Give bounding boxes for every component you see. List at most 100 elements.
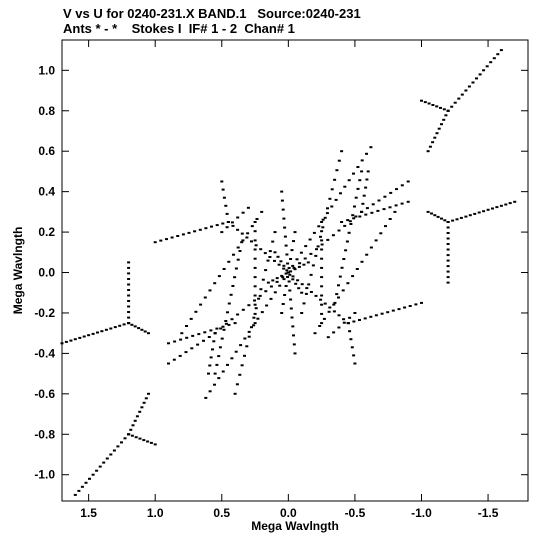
uv-point xyxy=(250,240,253,243)
uv-point xyxy=(331,234,335,237)
uv-point xyxy=(313,332,317,335)
uv-point xyxy=(286,276,290,278)
uv-point xyxy=(302,302,306,305)
uv-point xyxy=(215,363,219,366)
uv-point xyxy=(250,225,254,228)
uv-point xyxy=(332,303,336,306)
uv-point xyxy=(354,215,358,218)
uv-point xyxy=(352,354,356,357)
uv-point xyxy=(335,169,339,172)
uv-point xyxy=(435,105,439,108)
uv-point xyxy=(280,274,284,277)
uv-point xyxy=(374,314,378,317)
uv-point xyxy=(446,237,450,240)
uv-point xyxy=(360,170,364,173)
uv-point xyxy=(134,436,138,439)
uv-point xyxy=(307,283,311,286)
uv-point xyxy=(133,419,137,422)
uv-point xyxy=(369,246,373,249)
uv-point xyxy=(73,338,77,341)
uv-point xyxy=(91,332,95,335)
uv-point xyxy=(219,327,223,330)
chart-title: V vs U for 0240-231.X BAND.1 Source:0240… xyxy=(63,6,361,21)
x-tick-label: -0.5 xyxy=(345,506,366,520)
uv-point xyxy=(453,101,457,104)
uv-point xyxy=(230,221,234,224)
uv-point xyxy=(236,258,240,261)
uv-point xyxy=(245,345,249,348)
uv-point xyxy=(351,214,355,217)
uv-point xyxy=(235,383,239,386)
uv-point xyxy=(253,299,256,302)
uv-point xyxy=(122,323,126,326)
uv-point xyxy=(443,219,447,222)
uv-point xyxy=(388,206,392,209)
uv-point xyxy=(230,357,234,360)
uv-point xyxy=(433,214,437,217)
uv-point xyxy=(371,203,375,206)
uv-point xyxy=(153,241,157,244)
x-axis-title: Mega Wavlngth xyxy=(251,519,339,533)
uv-point xyxy=(298,262,302,265)
uv-point xyxy=(247,335,251,338)
uv-point xyxy=(406,200,410,203)
uv-point xyxy=(308,238,312,241)
uv-point xyxy=(290,316,294,319)
uv-point xyxy=(406,180,410,183)
uv-point xyxy=(323,216,327,219)
uv-point xyxy=(233,322,237,325)
uv-point xyxy=(234,350,238,353)
uv-point xyxy=(393,210,397,213)
uv-point xyxy=(266,259,270,262)
uv-point xyxy=(451,219,455,222)
uv-point xyxy=(345,240,349,243)
uv-point xyxy=(140,328,144,331)
uv-point xyxy=(292,343,296,346)
uv-point xyxy=(340,266,344,269)
uv-point xyxy=(285,253,289,256)
uv-point xyxy=(347,179,351,182)
uv-point xyxy=(116,445,120,448)
uv-point xyxy=(482,69,486,72)
uv-point xyxy=(208,364,212,367)
uv-point xyxy=(209,329,213,332)
uv-point xyxy=(304,245,308,248)
uv-point xyxy=(286,271,290,274)
uv-point xyxy=(142,401,146,404)
uv-point xyxy=(102,461,106,464)
uv-point xyxy=(208,390,212,393)
uv-point xyxy=(243,337,247,340)
uv-point xyxy=(430,212,433,215)
uv-point xyxy=(238,373,242,376)
uv-point xyxy=(320,257,324,260)
uv-point xyxy=(337,326,341,329)
uv-point xyxy=(253,276,257,279)
uv-point xyxy=(225,212,229,215)
uv-point xyxy=(127,283,131,286)
uv-point xyxy=(273,231,277,234)
uv-point xyxy=(221,325,225,328)
uv-point xyxy=(130,323,134,326)
uv-point xyxy=(153,443,157,446)
uv-point xyxy=(213,372,217,375)
uv-point xyxy=(127,300,131,302)
uv-point xyxy=(292,334,295,337)
uv-point xyxy=(291,325,295,328)
uv-point xyxy=(343,185,347,188)
uv-point xyxy=(191,334,195,337)
uv-point xyxy=(431,141,435,144)
uv-point xyxy=(337,296,340,299)
x-tick-label: 1.5 xyxy=(80,506,97,520)
uv-point xyxy=(340,150,344,153)
uv-point xyxy=(109,453,113,456)
uv-point xyxy=(446,109,450,112)
uv-point xyxy=(204,396,208,399)
plot-frame xyxy=(61,39,529,502)
uv-point xyxy=(309,291,313,293)
uv-point xyxy=(252,316,256,319)
uv-point xyxy=(88,477,91,480)
uv-point xyxy=(374,239,378,242)
uv-point xyxy=(84,481,88,484)
y-tick-label: -0.6 xyxy=(34,387,55,401)
uv-point xyxy=(320,230,324,233)
